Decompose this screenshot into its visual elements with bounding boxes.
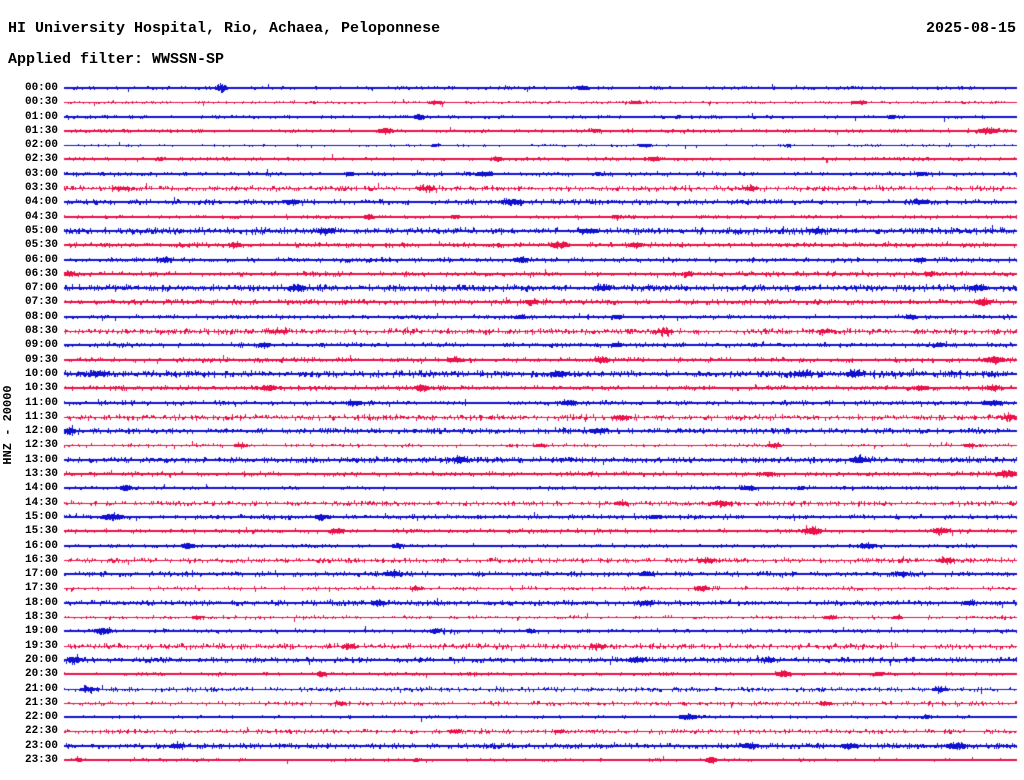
seismogram-canvas: [0, 0, 1024, 780]
helicorder-page: HI University Hospital, Rio, Achaea, Pel…: [0, 0, 1024, 780]
